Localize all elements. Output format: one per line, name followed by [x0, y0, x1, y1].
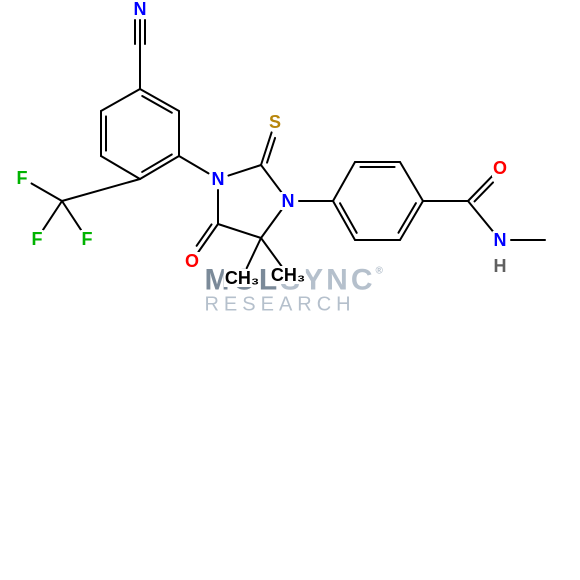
structure-canvas: [0, 0, 580, 580]
